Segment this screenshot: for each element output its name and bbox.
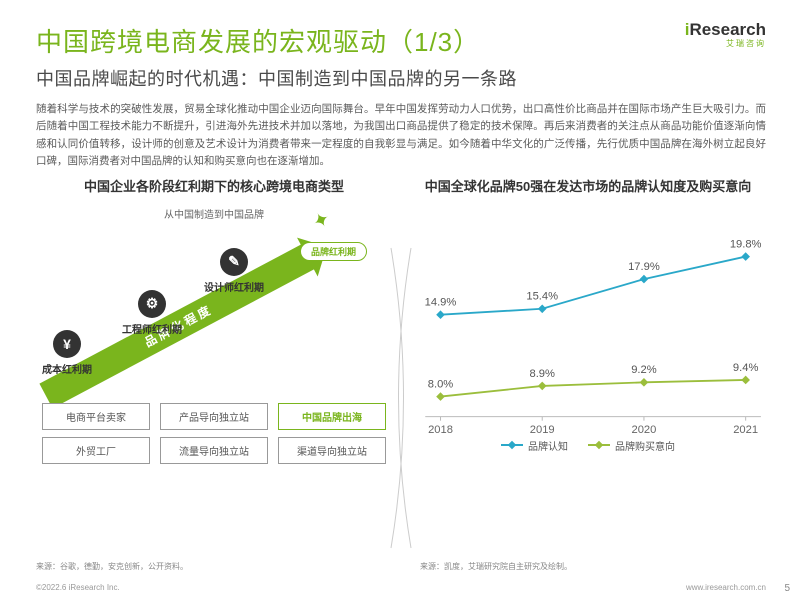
- legend-line-awareness-icon: [501, 444, 523, 446]
- stage-cost: ¥ 成本红利期: [42, 330, 92, 376]
- stage-cost-label: 成本红利期: [42, 361, 92, 376]
- svg-text:2021: 2021: [733, 424, 758, 436]
- svg-text:15.4%: 15.4%: [526, 290, 558, 302]
- box-product-site: 产品导向独立站: [160, 403, 268, 430]
- subtitle: 中国品牌崛起的时代机遇：中国制造到中国品牌的另一条路: [0, 65, 802, 91]
- box-channel-site: 渠道导向独立站: [278, 437, 386, 464]
- left-diagram-panel: 中国企业各阶段红利期下的核心跨境电商类型 从中国制造到中国品牌 品牌化程度 ✦ …: [36, 178, 392, 498]
- diagram-subtitle: 从中国制造到中国品牌: [36, 206, 392, 221]
- right-chart-panel: 中国全球化品牌50强在发达市场的品牌认知度及购买意向 2018 2019 2020 2…: [410, 178, 766, 498]
- svg-text:9.4%: 9.4%: [733, 362, 759, 374]
- box-ecom-seller: 电商平台卖家: [42, 403, 150, 430]
- stage-designer: ✎ 设计师红利期: [204, 248, 264, 294]
- body-paragraph: 随着科学与技术的突破性发展，贸易全球化推动中国企业迈向国际舞台。早年中国发挥劳动…: [0, 91, 802, 178]
- stage-engineer-label: 工程师红利期: [122, 321, 182, 336]
- box-factory: 外贸工厂: [42, 437, 150, 464]
- svg-text:17.9%: 17.9%: [628, 261, 660, 273]
- svg-text:2018: 2018: [428, 424, 453, 436]
- page-number: 5: [784, 583, 790, 594]
- logo: iResearch 艾瑞咨询: [685, 20, 766, 49]
- engineer-icon: ⚙: [138, 290, 166, 318]
- page-title: 中国跨境电商发展的宏观驱动（1/3）: [36, 22, 766, 59]
- source-left: 来源：谷歌，德勤，安克创新，公开资料。: [36, 561, 188, 572]
- stage-diagram: 从中国制造到中国品牌 品牌化程度 ✦ ¥ 成本红利期 ⚙ 工程师红利期 ✎ 设计…: [36, 202, 392, 482]
- svg-text:9.2%: 9.2%: [631, 364, 657, 376]
- box-row-upper: 电商平台卖家 产品导向独立站 中国品牌出海: [36, 403, 392, 430]
- svg-text:8.0%: 8.0%: [428, 378, 454, 390]
- legend-line-intent-icon: [588, 444, 610, 446]
- source-right: 来源：凯度，艾瑞研究院自主研究及绘制。: [420, 561, 572, 572]
- copyright: ©2022.6 iResearch Inc.: [36, 583, 120, 592]
- svg-text:2020: 2020: [632, 424, 657, 436]
- footer-url: www.iresearch.com.cn: [686, 583, 766, 592]
- box-row-lower: 外贸工厂 流量导向独立站 渠道导向独立站: [36, 437, 392, 464]
- stage-engineer: ⚙ 工程师红利期: [122, 290, 182, 336]
- box-brand-overseas: 中国品牌出海: [278, 403, 386, 430]
- logo-main: Research: [689, 20, 766, 39]
- right-panel-title: 中国全球化品牌50强在发达市场的品牌认知度及购买意向: [410, 178, 766, 196]
- stage-designer-label: 设计师红利期: [204, 279, 264, 294]
- box-traffic-site: 流量导向独立站: [160, 437, 268, 464]
- stage-brand-pill: 品牌红利期: [300, 242, 367, 261]
- money-bag-icon: ¥: [53, 330, 81, 358]
- svg-text:19.8%: 19.8%: [730, 238, 762, 250]
- designer-icon: ✎: [220, 248, 248, 276]
- footer: ©2022.6 iResearch Inc. www.iresearch.com…: [36, 583, 766, 592]
- svg-text:8.9%: 8.9%: [529, 368, 555, 380]
- panel-divider: [371, 238, 431, 558]
- left-panel-title: 中国企业各阶段红利期下的核心跨境电商类型: [36, 178, 392, 196]
- svg-text:2019: 2019: [530, 424, 555, 436]
- line-chart: 201820192020202114.9%15.4%17.9%19.8%8.0%…: [410, 202, 766, 442]
